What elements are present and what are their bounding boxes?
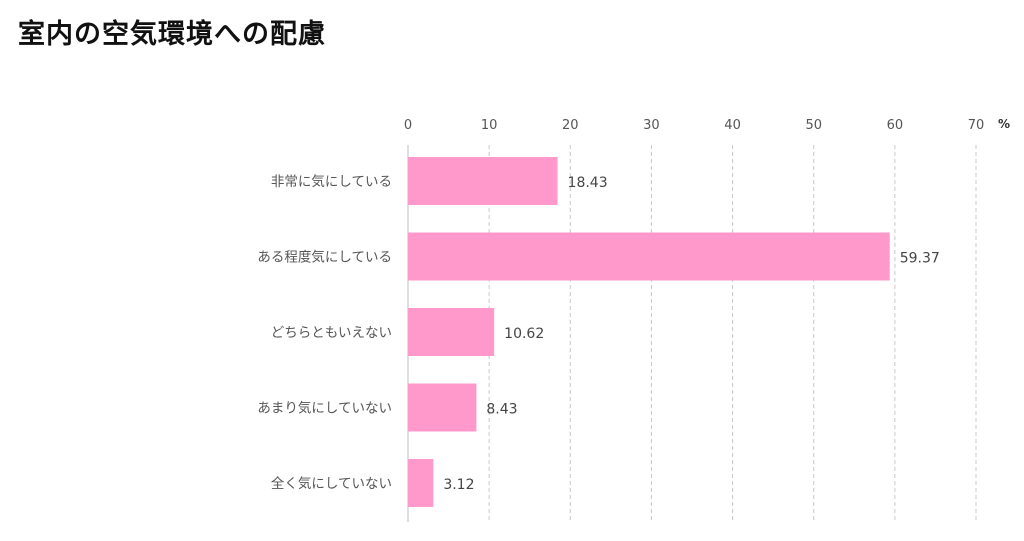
- data-label: 18.43: [568, 175, 608, 191]
- data-label: 3.12: [443, 477, 474, 493]
- category-label: ある程度気にしている: [257, 250, 392, 266]
- category-label: どちらともいえない: [271, 325, 392, 341]
- page-title: 室内の空気環境への配慮: [18, 19, 326, 50]
- category-label: 全く気にしていない: [271, 475, 392, 492]
- x-unit-label: %: [998, 117, 1010, 131]
- x-tick-label: 0: [404, 118, 412, 133]
- data-label: 10.62: [504, 326, 544, 342]
- bar: [408, 232, 890, 281]
- data-label: 59.37: [900, 251, 940, 267]
- x-tick-label: 20: [562, 118, 579, 133]
- x-tick-label: 30: [643, 118, 660, 133]
- x-tick-label: 10: [481, 118, 498, 133]
- bar: [408, 383, 477, 432]
- x-tick-label: 60: [887, 118, 904, 133]
- x-tick-label: 50: [805, 118, 822, 133]
- category-label: 非常に気にしている: [271, 174, 392, 190]
- x-tick-label: 70: [968, 118, 985, 133]
- category-label: あまり気にしていない: [257, 401, 392, 417]
- bar: [408, 157, 558, 205]
- bar: [408, 308, 495, 356]
- x-tick-label: 40: [724, 118, 741, 133]
- bar: [408, 459, 434, 507]
- data-label: 8.43: [486, 402, 517, 418]
